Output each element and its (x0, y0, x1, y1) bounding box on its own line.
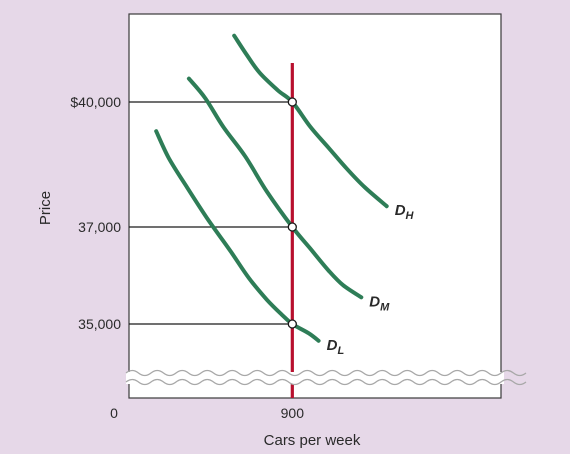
demand-curves (154, 33, 389, 343)
equilibrium-point (287, 222, 297, 232)
axis-break-wave (125, 378, 527, 386)
origin-label: 0 (110, 405, 118, 421)
y-tick-label: $40,000 (70, 94, 121, 110)
guide-lines (129, 101, 293, 325)
equilibrium-point (287, 319, 297, 329)
x-tick-label: 900 (281, 405, 305, 421)
tick-labels: 35,000 37,000 $40,000 900 (70, 94, 304, 421)
equilibrium-point (287, 97, 297, 107)
x-axis-title: Cars per week (264, 432, 361, 449)
y-axis-title: Price (37, 191, 54, 225)
demand-curve-h (232, 33, 389, 209)
y-tick-label: 37,000 (78, 219, 121, 235)
demand-curve-m (186, 76, 364, 300)
y-tick-label: 35,000 (78, 316, 121, 332)
axis-break-wave (125, 369, 527, 377)
equilibrium-points (287, 97, 297, 329)
demand-curve-l (154, 129, 321, 343)
axis-break (125, 369, 527, 386)
